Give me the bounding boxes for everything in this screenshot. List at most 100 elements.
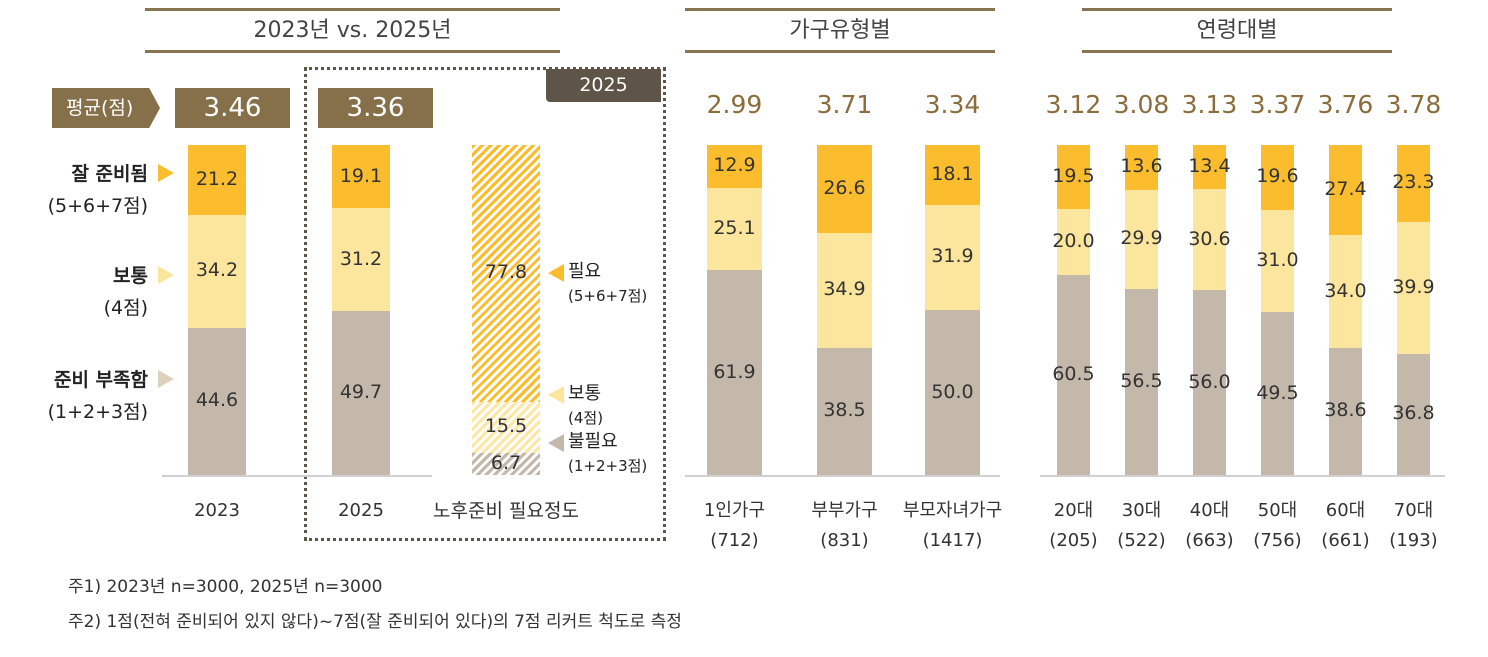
legend-lack-sub: (1+2+3점) <box>47 401 148 423</box>
avg-2025: 3.36 <box>318 88 433 128</box>
category-label: 20대 <box>1053 500 1094 521</box>
data-label: 6.7 <box>490 451 522 474</box>
highlight-2025-box <box>304 67 666 541</box>
data-label: 23.3 <box>1392 171 1435 194</box>
bar-segment <box>1125 189 1158 289</box>
data-label: 38.6 <box>1324 399 1367 422</box>
category-label: 40대 <box>1189 500 1230 521</box>
data-label: 15.5 <box>484 415 528 438</box>
data-label: 31.0 <box>1256 248 1299 271</box>
data-label: 36.8 <box>1392 402 1435 425</box>
baseline-household <box>685 475 1000 477</box>
data-label: 21.2 <box>195 167 239 190</box>
average-value: 3.08 <box>1113 90 1170 119</box>
bar-segment <box>1125 145 1158 190</box>
baseline-compare <box>162 475 432 477</box>
legend-noneed-label: 불필요 <box>568 431 618 452</box>
section-title-compare: 2023년 vs. 2025년 <box>145 8 560 53</box>
bar-segment <box>1193 145 1226 190</box>
data-label: 27.4 <box>1324 178 1367 201</box>
data-label: 29.9 <box>1120 227 1163 250</box>
legend-lack-label: 준비 부족함 <box>53 369 148 391</box>
bar-segment <box>817 347 872 475</box>
data-label: 39.9 <box>1392 275 1435 298</box>
bar-segment <box>925 145 980 205</box>
category-label: 30대 <box>1121 500 1162 521</box>
category-count: (193) <box>1389 530 1438 551</box>
data-label: 34.2 <box>195 259 239 282</box>
triangle-good-icon <box>158 164 174 182</box>
avg-2023: 3.46 <box>175 88 290 128</box>
data-label: 49.7 <box>339 380 383 403</box>
legend-good: 잘 준비됨 (5+6+7점) <box>0 158 148 222</box>
triangle-noneed-icon <box>548 434 564 452</box>
bar-segment <box>1329 347 1362 475</box>
category-count: (712) <box>710 530 759 551</box>
data-label: 19.6 <box>1256 165 1299 188</box>
data-label: 20.0 <box>1052 230 1095 253</box>
category-label: 1인가구 <box>703 500 766 521</box>
bar-segment <box>817 232 872 348</box>
legend-good-label: 잘 준비됨 <box>71 163 148 185</box>
data-label: 77.8 <box>484 261 528 284</box>
bar-segment <box>472 145 540 402</box>
data-label: 31.2 <box>339 247 383 270</box>
triangle-need-icon <box>548 264 564 282</box>
legend-need-normal-label: 보통 <box>568 383 602 404</box>
category-count: (205) <box>1049 530 1098 551</box>
legend-normal: 보통 (4점) <box>0 260 148 324</box>
data-label: 13.4 <box>1188 155 1231 178</box>
triangle-lack-icon <box>158 370 174 388</box>
legend-noneed: 불필요 (1+2+3점) <box>568 430 647 478</box>
data-label: 26.6 <box>823 176 866 199</box>
bar-segment <box>1397 221 1430 354</box>
bar-segment <box>925 310 980 475</box>
data-label: 56.0 <box>1188 370 1231 393</box>
category-count: (661) <box>1321 530 1370 551</box>
data-label: 19.5 <box>1052 165 1095 188</box>
triangle-need-normal-icon <box>548 386 564 404</box>
legend-normal-sub: (4점) <box>103 297 148 319</box>
category-label: 2023 <box>194 500 240 521</box>
data-label: 19.1 <box>339 164 383 187</box>
category-count: (831) <box>820 530 869 551</box>
bar-segment <box>1397 145 1430 222</box>
category-count: (756) <box>1253 530 1302 551</box>
category-label: 70대 <box>1393 500 1434 521</box>
category-label: 노후준비 필요정도 <box>433 500 579 522</box>
average-value: 3.76 <box>1317 90 1374 119</box>
data-label: 56.5 <box>1120 369 1163 392</box>
bar-segment <box>1261 145 1294 210</box>
bar-segment <box>472 401 540 453</box>
bar-segment <box>707 145 762 188</box>
legend-need-sub: (5+6+7점) <box>568 287 648 305</box>
bar-segment <box>332 145 390 209</box>
legend-normal-label: 보통 <box>113 265 148 287</box>
bar-segment <box>188 327 246 475</box>
bar-segment <box>817 145 872 233</box>
data-label: 30.6 <box>1188 227 1231 250</box>
average-value: 3.13 <box>1181 90 1238 119</box>
category-count: (663) <box>1185 530 1234 551</box>
legend-need: 필요 (5+6+7점) <box>568 260 647 308</box>
bar-segment <box>1193 189 1226 291</box>
data-label: 61.9 <box>713 360 756 383</box>
bar-segment <box>1397 353 1430 475</box>
avg-label: 평균(점) <box>52 88 160 128</box>
average-value: 3.71 <box>816 90 873 119</box>
bar-segment <box>332 208 390 311</box>
bar-segment <box>1193 290 1226 475</box>
bar-segment <box>1261 311 1294 476</box>
data-label: 50.0 <box>931 380 974 403</box>
data-label: 49.5 <box>1256 381 1299 404</box>
bar-segment <box>472 452 540 475</box>
average-value: 3.12 <box>1045 90 1102 119</box>
legend-noneed-sub: (1+2+3점) <box>568 457 648 475</box>
data-label: 31.9 <box>931 245 974 268</box>
category-label: 부모자녀가구 <box>902 500 1003 521</box>
category-label: 50대 <box>1257 500 1298 521</box>
data-label: 13.6 <box>1120 155 1163 178</box>
section-title-age: 연령대별 <box>1082 8 1392 53</box>
bar-segment <box>707 187 762 271</box>
